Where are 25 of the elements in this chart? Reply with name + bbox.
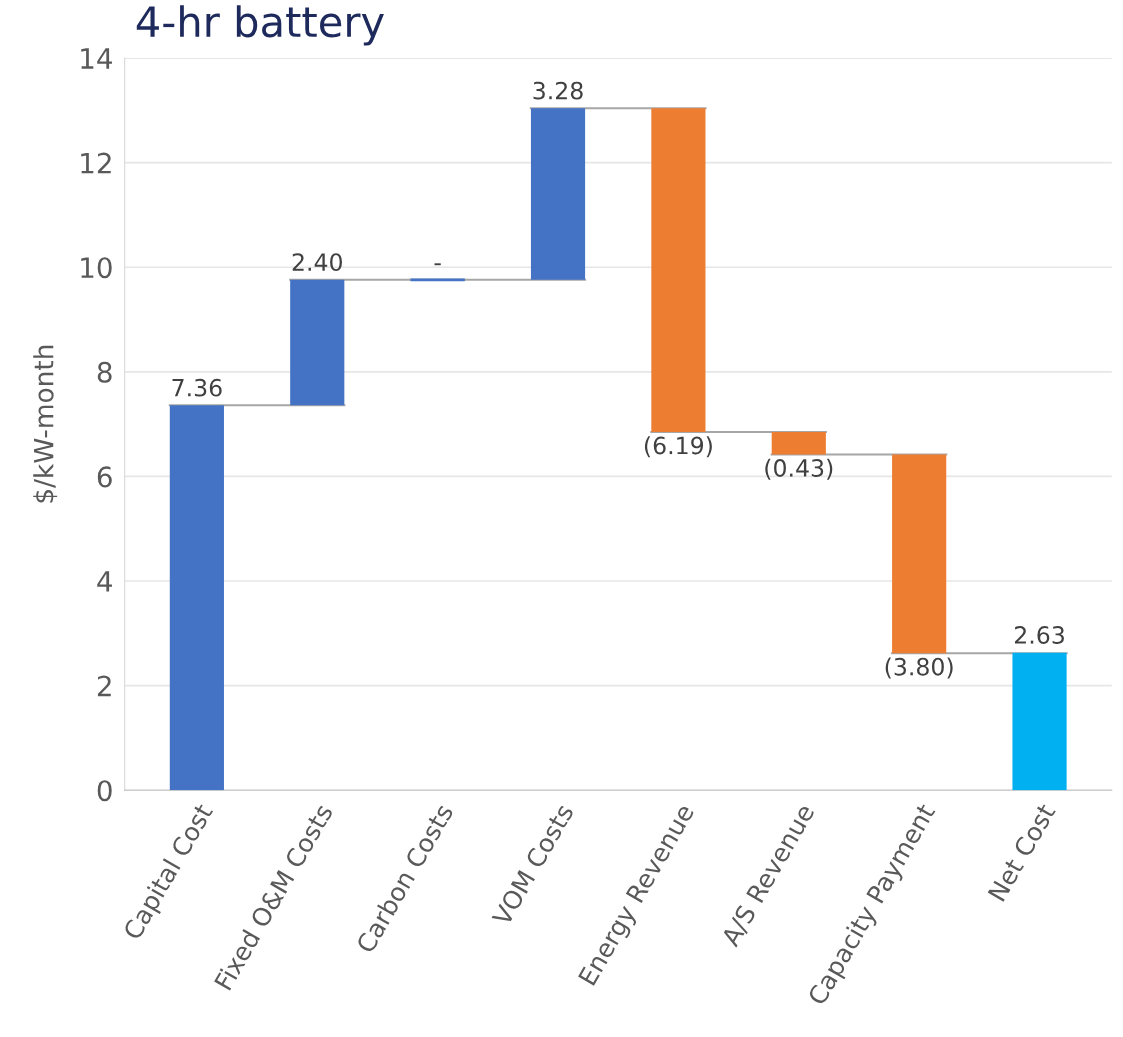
bar xyxy=(771,431,826,455)
y-tick-label: 8 xyxy=(97,361,112,383)
y-tick-label: 0 xyxy=(97,780,112,802)
bar xyxy=(651,108,706,432)
data-label: (3.80) xyxy=(885,657,953,679)
data-label: 7.36 xyxy=(172,378,222,397)
data-label: (6.19) xyxy=(644,436,712,458)
bar xyxy=(892,454,947,654)
data-label: - xyxy=(434,263,441,266)
y-tick-label: 2 xyxy=(97,675,111,697)
bar xyxy=(1012,652,1067,791)
y-tick-label: 10 xyxy=(81,257,112,279)
data-label: (0.43) xyxy=(765,458,833,480)
chart-title: 4-hr battery xyxy=(136,5,384,46)
y-tick-label: 4 xyxy=(97,571,112,592)
y-tick-label: 14 xyxy=(81,48,112,69)
y-axis-title: $/kW-month xyxy=(33,345,58,503)
y-tick-label: 12 xyxy=(81,152,111,174)
bar xyxy=(530,108,586,280)
data-label: 3.28 xyxy=(533,81,583,100)
bar xyxy=(169,405,224,791)
data-label: 2.63 xyxy=(1014,626,1064,644)
data-label: 2.40 xyxy=(292,253,342,272)
y-tick-label: 6 xyxy=(97,466,112,488)
bar xyxy=(290,279,345,406)
